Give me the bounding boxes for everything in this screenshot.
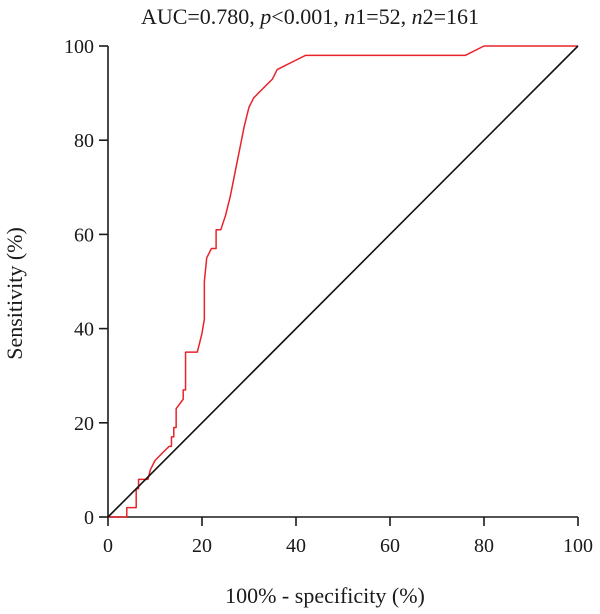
y-tick-label: 100 bbox=[64, 36, 94, 58]
y-tick-label: 80 bbox=[74, 130, 94, 152]
chart-title-part: 1=52, bbox=[355, 4, 411, 29]
reference-diagonal-line bbox=[107, 45, 579, 518]
y-tick-label: 60 bbox=[74, 224, 94, 246]
axes-group: 0 20 40 60 80 100 0 20 40 60 80 100 bbox=[64, 36, 593, 557]
x-tick-label: 100 bbox=[563, 535, 593, 557]
x-tick-label: 80 bbox=[474, 535, 494, 557]
y-tick-label: 0 bbox=[84, 507, 94, 529]
x-axis-label: 100% - specificity (%) bbox=[225, 583, 425, 608]
x-tick-label: 20 bbox=[192, 535, 212, 557]
y-tick-label: 40 bbox=[74, 319, 94, 341]
chart-title-part: AUC=0.780, bbox=[141, 4, 260, 29]
y-axis-label: Sensitivity (%) bbox=[2, 227, 27, 360]
chart-title-group: AUC=0.780, p<0.001, n1=52, n2=161 bbox=[141, 4, 479, 29]
chart-title-part: <0.001, bbox=[271, 4, 344, 29]
chart-title-part: n bbox=[344, 4, 355, 29]
series-group bbox=[107, 45, 579, 518]
chart-title-part: p bbox=[258, 4, 271, 29]
axis-labels-group: 100% - specificity (%) Sensitivity (%) bbox=[2, 227, 425, 608]
chart-title-part: 2=161 bbox=[423, 4, 479, 29]
chart-title-part: n bbox=[412, 4, 423, 29]
x-tick-label: 60 bbox=[380, 535, 400, 557]
x-tick-label: 0 bbox=[103, 535, 113, 557]
x-tick-label: 40 bbox=[286, 535, 306, 557]
y-tick-label: 20 bbox=[74, 413, 94, 435]
chart-title: AUC=0.780, p<0.001, n1=52, n2=161 bbox=[141, 4, 479, 29]
roc-curve-line bbox=[108, 45, 578, 518]
